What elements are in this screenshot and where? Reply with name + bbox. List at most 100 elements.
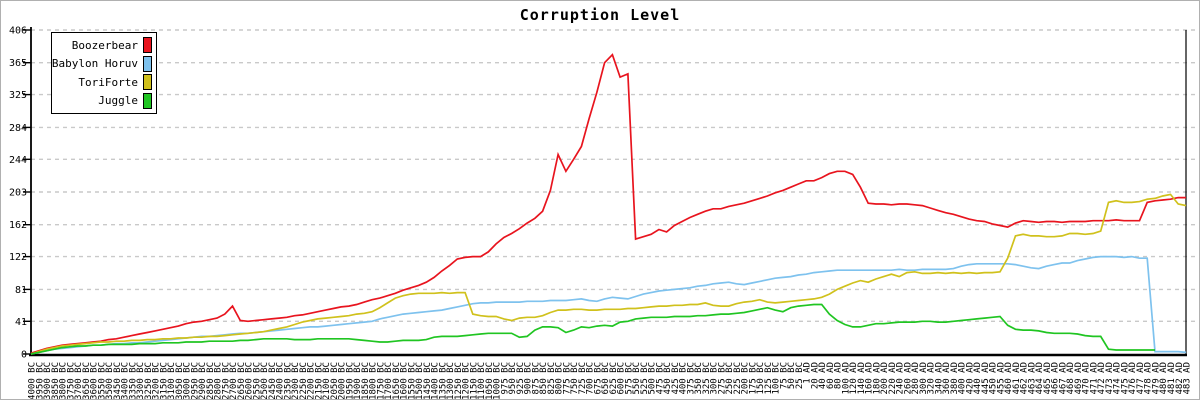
x-tick-label: 75 BC <box>779 362 789 389</box>
x-tick-label: 3400 BC <box>121 362 131 400</box>
y-tick-label: 284 <box>9 123 27 134</box>
x-tick-label: 1200 BC <box>462 362 472 400</box>
x-tick-label: 380 AD <box>950 362 960 395</box>
x-tick-label: 464 AD <box>1035 362 1045 395</box>
x-tick-label: 450 AD <box>989 362 999 395</box>
y-tick-label: 244 <box>9 155 27 166</box>
x-tick-label: 260 AD <box>903 362 913 395</box>
x-tick-label: 150 BC <box>756 362 766 395</box>
x-tick-label: 60 AD <box>826 362 836 389</box>
legend-swatch-yellow <box>143 74 152 91</box>
x-tick-label: 2350 BC <box>283 362 293 400</box>
x-tick-label: 2200 BC <box>307 362 317 400</box>
x-tick-label: 481 AD <box>1167 362 1177 395</box>
x-tick-label: 483 AD <box>1183 362 1193 395</box>
x-tick-label: 471 AD <box>1089 362 1099 395</box>
x-tick-label: 750 BC <box>570 362 580 395</box>
x-tick-label: 1450 BC <box>423 362 433 400</box>
x-tick-label: 220 AD <box>888 362 898 395</box>
x-tick-label: 3100 BC <box>167 362 177 400</box>
x-tick-label: 3200 BC <box>152 362 162 400</box>
x-tick-label: 474 AD <box>1113 362 1123 395</box>
x-tick-label: 1400 BC <box>431 362 441 400</box>
x-tick-label: 2050 BC <box>330 362 340 400</box>
x-tick-label: 477 AD <box>1136 362 1146 395</box>
x-tick-label: 463 AD <box>1027 362 1037 395</box>
x-tick-label: 300 AD <box>919 362 929 395</box>
x-tick-label: 472 AD <box>1097 362 1107 395</box>
x-tick-label: 2000 BC <box>338 362 348 400</box>
y-tick-label: 41 <box>15 317 27 328</box>
x-tick-label: 500 BC <box>648 362 658 395</box>
x-tick-label: 575 BC <box>624 362 634 395</box>
x-tick-label: 625 BC <box>609 362 619 395</box>
x-tick-label: 140 AD <box>857 362 867 395</box>
x-tick-label: 2250 BC <box>299 362 309 400</box>
x-tick-label: 120 AD <box>849 362 859 395</box>
x-tick-label: 1350 BC <box>438 362 448 400</box>
x-tick-label: 468 AD <box>1066 362 1076 395</box>
x-tick-label: 850 BC <box>539 362 549 395</box>
legend-swatch-red <box>143 37 152 54</box>
y-tick-label: 406 <box>9 26 27 37</box>
x-tick-label: 1 AD <box>803 362 813 384</box>
x-tick-label: 461 AD <box>1012 362 1022 395</box>
y-tick-label: 162 <box>9 220 27 231</box>
x-tick-label: 340 AD <box>934 362 944 395</box>
x-tick-label: 1050 BC <box>485 362 495 400</box>
x-tick-label: 3650 BC <box>82 362 92 400</box>
x-tick-label: 3750 BC <box>66 362 76 400</box>
x-tick-label: 925 BC <box>516 362 526 395</box>
x-tick-label: 3700 BC <box>74 362 84 400</box>
x-tick-label: 2300 BC <box>291 362 301 400</box>
x-tick-label: 3450 BC <box>113 362 123 400</box>
x-tick-label: 1000 BC <box>493 362 503 400</box>
x-tick-label: 450 BC <box>663 362 673 395</box>
x-tick-label: 1300 BC <box>446 362 456 400</box>
x-tick-label: 460 AD <box>1004 362 1014 395</box>
x-tick-label: 2650 BC <box>237 362 247 400</box>
x-tick-label: 725 BC <box>578 362 588 395</box>
x-tick-label: 325 BC <box>702 362 712 395</box>
y-tick-label: 203 <box>9 188 27 199</box>
x-tick-label: 1750 BC <box>376 362 386 400</box>
x-tick-label: 950 BC <box>508 362 518 395</box>
x-tick-label: 40 AD <box>818 362 828 389</box>
legend-row: Juggle <box>54 92 152 110</box>
x-tick-label: 675 BC <box>593 362 603 395</box>
x-tick-label: 300 BC <box>710 362 720 395</box>
x-tick-label: 250 BC <box>725 362 735 395</box>
legend-row: ToriForte <box>54 73 152 91</box>
x-tick-label: 50 BC <box>787 362 797 389</box>
x-tick-label: 1550 BC <box>407 362 417 400</box>
x-tick-label: 3350 BC <box>128 362 138 400</box>
x-tick-label: 1600 BC <box>400 362 410 400</box>
x-tick-label: 825 BC <box>547 362 557 395</box>
x-tick-label: 275 BC <box>717 362 727 395</box>
legend-swatch-green <box>143 92 152 109</box>
x-tick-label: 470 AD <box>1082 362 1092 395</box>
x-tick-label: 900 BC <box>524 362 534 395</box>
x-tick-label: 125 BC <box>764 362 774 395</box>
x-tick-label: 875 BC <box>531 362 541 395</box>
x-tick-label: 650 BC <box>601 362 611 395</box>
y-tick-label: 122 <box>9 252 27 263</box>
x-tick-label: 469 AD <box>1074 362 1084 395</box>
x-tick-label: 467 AD <box>1058 362 1068 395</box>
x-tick-label: 3000 BC <box>183 362 193 400</box>
x-tick-label: 200 AD <box>880 362 890 395</box>
x-tick-label: 400 AD <box>958 362 968 395</box>
x-tick-label: 375 BC <box>686 362 696 395</box>
x-tick-label: 2950 BC <box>190 362 200 400</box>
x-tick-label: 3800 BC <box>59 362 69 400</box>
x-tick-label: 2850 BC <box>206 362 216 400</box>
x-tick-label: 4000 BC <box>28 362 38 400</box>
x-tick-label: 476 AD <box>1128 362 1138 395</box>
legend-label: Babylon Horuv <box>51 57 138 71</box>
x-tick-label: 1700 BC <box>384 362 394 400</box>
x-tick-label: 3300 BC <box>136 362 146 400</box>
x-tick-label: 475 BC <box>655 362 665 395</box>
y-tick-label: 325 <box>9 90 27 101</box>
x-tick-label: 3900 BC <box>43 362 53 400</box>
